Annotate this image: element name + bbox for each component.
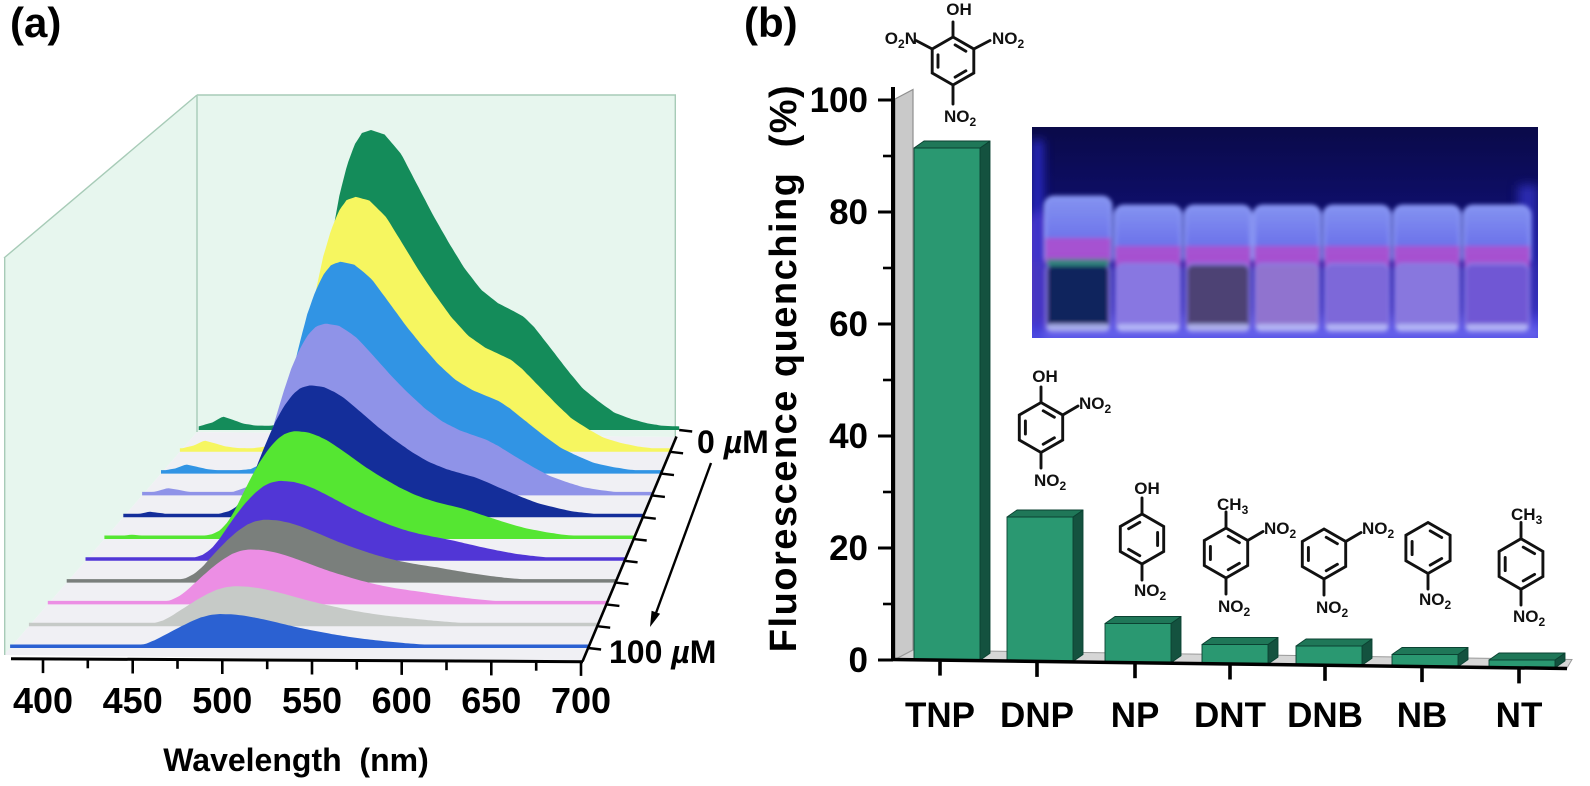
svg-text:TNP: TNP (905, 696, 975, 735)
svg-text:650: 650 (461, 680, 521, 721)
svg-text:NO2: NO2 (1316, 598, 1349, 620)
svg-text:NT: NT (1496, 696, 1543, 735)
svg-text:100 µM: 100 µM (609, 634, 716, 670)
svg-text:CH3: CH3 (1217, 495, 1249, 517)
svg-text:Wavelength (nm): Wavelength (nm) (163, 742, 428, 778)
svg-text:400: 400 (13, 680, 73, 721)
svg-text:40: 40 (829, 417, 868, 456)
svg-text:NO2: NO2 (1419, 590, 1452, 612)
svg-text:NO2: NO2 (992, 29, 1025, 51)
svg-text:700: 700 (551, 680, 611, 721)
svg-text:OH: OH (1032, 367, 1058, 386)
svg-text:20: 20 (829, 529, 868, 568)
svg-text:DNB: DNB (1287, 696, 1363, 735)
svg-text:NO2: NO2 (1079, 394, 1112, 416)
svg-text:NO2: NO2 (1264, 519, 1297, 541)
svg-text:NO2: NO2 (1513, 607, 1546, 629)
svg-text:(a): (a) (10, 0, 61, 46)
svg-text:O2N: O2N (885, 29, 917, 51)
svg-text:NO2: NO2 (944, 107, 977, 129)
svg-text:60: 60 (829, 305, 868, 344)
svg-text:80: 80 (829, 193, 868, 232)
svg-text:450: 450 (103, 680, 163, 721)
svg-text:DNP: DNP (1000, 696, 1074, 735)
svg-text:NO2: NO2 (1034, 471, 1067, 493)
svg-text:550: 550 (282, 680, 342, 721)
svg-text:DNT: DNT (1194, 696, 1266, 735)
svg-text:NO2: NO2 (1362, 519, 1395, 541)
svg-text:OH: OH (946, 0, 972, 19)
svg-text:0: 0 (849, 641, 868, 680)
svg-text:NO2: NO2 (1218, 597, 1251, 619)
svg-text:NB: NB (1397, 696, 1448, 735)
svg-text:OH: OH (1134, 479, 1160, 498)
svg-text:NP: NP (1111, 696, 1160, 735)
svg-text:0 µM: 0 µM (697, 424, 769, 460)
svg-text:NO2: NO2 (1134, 581, 1167, 603)
svg-text:500: 500 (192, 680, 252, 721)
svg-text:Fluorescence quenching (%): Fluorescence quenching (%) (763, 84, 805, 652)
svg-text:CH3: CH3 (1511, 505, 1543, 527)
svg-text:100: 100 (810, 81, 868, 120)
svg-text:(b): (b) (744, 0, 798, 46)
svg-text:600: 600 (372, 680, 432, 721)
